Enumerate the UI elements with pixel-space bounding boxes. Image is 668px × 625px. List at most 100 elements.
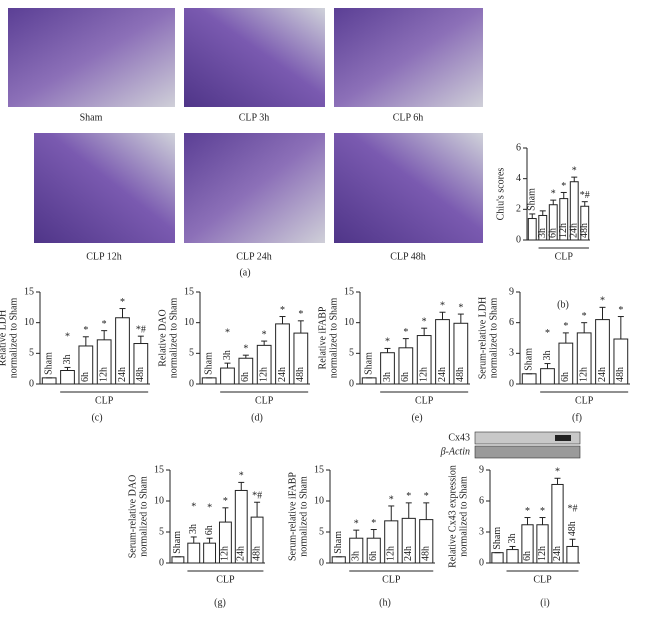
bar xyxy=(521,373,537,385)
category-label: 3h xyxy=(351,551,362,561)
y-tick-label: 5 xyxy=(319,526,324,537)
caption: CLP 3h xyxy=(239,112,269,123)
significance-marker: * xyxy=(102,319,107,330)
x-axis-label: CLP xyxy=(255,395,274,406)
significance-marker: * xyxy=(371,518,376,529)
x-axis-label: CLP xyxy=(382,574,401,585)
category-label: 24h xyxy=(437,367,448,382)
bar xyxy=(201,377,217,385)
category-label: 24h xyxy=(236,546,247,561)
y-axis-label: Chiu's scores xyxy=(495,168,506,221)
y-tick-label: 5 xyxy=(159,526,164,537)
y-axis-label: normalized to Sham xyxy=(298,476,309,557)
bar xyxy=(41,377,57,385)
y-tick-label: 0 xyxy=(189,378,194,389)
panel-label: (d) xyxy=(251,412,263,423)
significance-marker: * xyxy=(555,467,560,478)
blot-band xyxy=(474,431,581,445)
y-tick-label: 10 xyxy=(344,317,354,328)
category-label: 24h xyxy=(552,546,563,561)
y-tick-label: 6 xyxy=(509,317,514,328)
category-label: 6h xyxy=(368,551,379,561)
y-tick-label: 15 xyxy=(314,464,324,475)
x-axis-label: CLP xyxy=(533,574,552,585)
blot-label: β-Actin xyxy=(440,446,470,457)
category-label: 48h xyxy=(567,521,578,536)
category-label: 48h xyxy=(421,546,432,561)
caption: CLP 48h xyxy=(390,251,425,262)
category-label: 12h xyxy=(578,367,589,382)
image xyxy=(8,8,175,107)
category-label: 6h xyxy=(240,372,251,382)
image xyxy=(34,133,175,243)
y-tick-label: 15 xyxy=(154,464,164,475)
category-label: 12h xyxy=(220,546,231,561)
image xyxy=(184,8,325,107)
image xyxy=(184,133,325,243)
y-tick-label: 5 xyxy=(349,348,354,359)
y-axis-label: normalized to Sham xyxy=(328,298,339,379)
category-label: 3h xyxy=(537,228,548,238)
significance-marker: * xyxy=(424,491,429,502)
category-label: 3h xyxy=(507,533,518,543)
image xyxy=(334,8,483,107)
significance-marker: * xyxy=(223,496,228,507)
panel-label: (h) xyxy=(379,597,391,608)
significance-marker: * xyxy=(551,188,556,199)
x-axis-label: CLP xyxy=(415,395,434,406)
y-axis-label: normalized to Sham xyxy=(488,298,499,379)
band xyxy=(555,435,571,441)
y-axis-label: Relative DAO xyxy=(157,309,168,367)
significance-marker: * xyxy=(280,305,285,316)
y-tick-label: 15 xyxy=(344,286,354,297)
category-label: 48h xyxy=(135,367,146,382)
caption: CLP 24h xyxy=(236,251,271,262)
significance-marker: * xyxy=(83,325,88,336)
y-tick-label: 10 xyxy=(184,317,194,328)
category-label: 12h xyxy=(98,367,109,382)
significance-marker: * xyxy=(440,301,445,312)
bar xyxy=(361,377,377,385)
bar xyxy=(491,552,504,564)
panel-label: (c) xyxy=(91,412,102,423)
bar xyxy=(203,542,217,564)
significance-marker: * xyxy=(207,502,212,513)
x-axis-label: CLP xyxy=(555,251,574,262)
y-tick-label: 15 xyxy=(24,286,34,297)
panel-label: (a) xyxy=(239,267,250,278)
bar xyxy=(331,556,346,564)
category-label: 3h xyxy=(382,372,393,382)
category-label: 24h xyxy=(403,546,414,561)
bar xyxy=(171,556,185,564)
y-tick-label: 9 xyxy=(509,286,514,297)
significance-marker: * xyxy=(545,328,550,339)
significance-marker: * xyxy=(239,471,244,482)
category-label: Sham xyxy=(363,352,374,375)
category-label: 6h xyxy=(548,228,559,238)
category-label: Sham xyxy=(172,531,183,554)
bar xyxy=(540,368,555,385)
bar xyxy=(506,549,519,564)
y-tick-label: 6 xyxy=(516,142,521,153)
significance-marker: * xyxy=(120,297,125,308)
western-blot: Cx43 β-Actin xyxy=(440,431,581,459)
category-label: Sham xyxy=(492,527,503,550)
y-tick-label: 6 xyxy=(479,495,484,506)
category-label: 12h xyxy=(558,223,569,238)
y-axis-label: Relative LDH xyxy=(0,310,8,366)
category-label: 24h xyxy=(117,367,128,382)
y-axis-label: Relative Cx43 expression xyxy=(447,465,458,568)
category-label: 12h xyxy=(386,546,397,561)
significance-marker: *# xyxy=(568,504,578,515)
category-label: Sham xyxy=(203,352,214,375)
significance-marker: * xyxy=(389,494,394,505)
significance-marker: * xyxy=(354,518,359,529)
blot-label: Cx43 xyxy=(448,432,470,443)
significance-marker: * xyxy=(563,321,568,332)
significance-marker: * xyxy=(572,165,577,176)
significance-marker: * xyxy=(561,181,566,192)
bar xyxy=(527,218,537,241)
y-tick-label: 0 xyxy=(159,557,164,568)
y-tick-label: 3 xyxy=(509,348,514,359)
y-tick-label: 10 xyxy=(24,317,34,328)
